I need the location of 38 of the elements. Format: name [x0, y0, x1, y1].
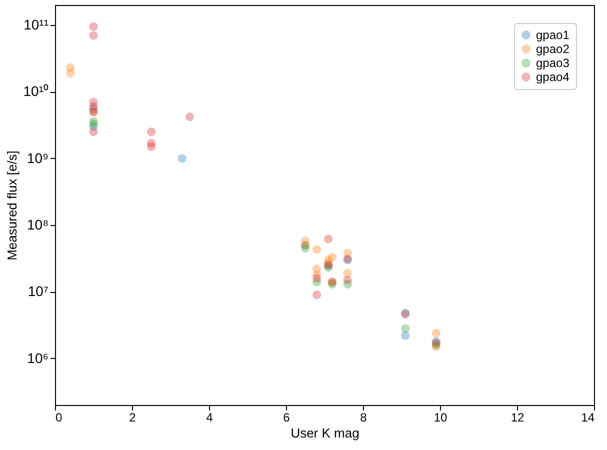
point	[66, 68, 75, 78]
point	[312, 274, 322, 282]
point	[146, 142, 156, 151]
point	[324, 234, 333, 244]
y-tick-label: 10⁸	[27, 216, 49, 233]
x-tick-label: 6	[283, 410, 290, 424]
point	[328, 252, 337, 262]
x-tick-label: 10	[434, 410, 448, 424]
point	[89, 31, 98, 40]
y-tick-label: 10⁹	[26, 150, 48, 166]
x-tick-label: 14	[581, 410, 595, 424]
x-tick-label: 4	[206, 410, 214, 424]
legend-label: gpao3	[536, 56, 570, 70]
point	[432, 328, 440, 338]
y-tick-label: 10¹¹	[24, 16, 49, 33]
legend-label: gpao4	[536, 70, 570, 84]
y-axis-title: Measured flux [e/s]	[4, 150, 20, 260]
point	[401, 324, 410, 333]
point	[343, 276, 352, 284]
x-tick-label: 2	[129, 410, 136, 424]
y-tick-label: 10⁷	[28, 283, 48, 300]
x-tick-label: 8	[360, 410, 368, 424]
point	[146, 128, 156, 136]
point	[312, 290, 322, 300]
point	[89, 128, 98, 136]
point	[178, 154, 186, 163]
point	[89, 22, 98, 31]
point	[185, 112, 194, 122]
point	[312, 245, 322, 254]
y-tick-label: 10¹⁰	[23, 83, 48, 100]
y-tick-label: 10⁶	[27, 350, 48, 366]
legend-label: gpao1	[536, 28, 570, 42]
point	[89, 120, 98, 128]
legend-label: gpao2	[536, 42, 570, 56]
point	[300, 244, 310, 253]
x-tick-label: 0	[56, 410, 62, 424]
x-tick-label: 12	[510, 410, 524, 424]
x-axis-title: User K mag	[290, 426, 360, 440]
